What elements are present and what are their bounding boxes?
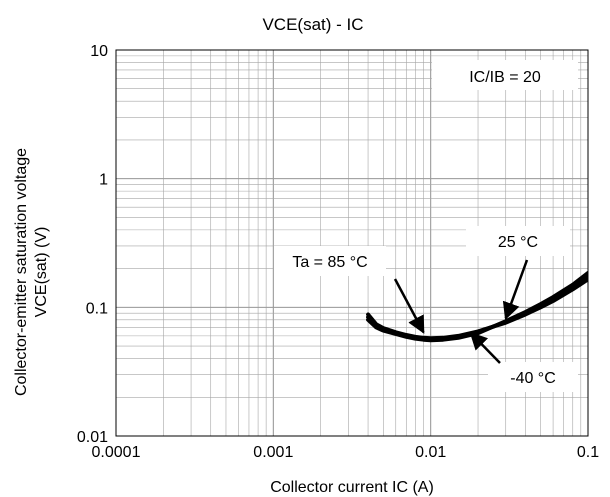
y-tick-label: 10 xyxy=(90,43,108,60)
annotation-arrow xyxy=(469,331,501,364)
chart-title: VCE(sat) - IC xyxy=(262,15,363,34)
y-axis-label: Collector-emitter saturation voltage VCE… xyxy=(13,148,50,396)
y-axis-label-line-1: Collector-emitter saturation voltage xyxy=(13,148,30,396)
x-tick-label: 0.001 xyxy=(253,444,293,461)
y-tick-label: 0.1 xyxy=(86,300,108,317)
y-tick-label: 0.01 xyxy=(77,429,108,446)
x-tick-label: 0.1 xyxy=(577,444,599,461)
x-axis-label: Collector current IC (A) xyxy=(270,479,434,496)
annotation-label: Ta = 85 °C xyxy=(292,254,367,271)
annotation-box xyxy=(466,226,570,256)
annotation-label: 25 °C xyxy=(498,234,538,251)
plot-frame xyxy=(115,49,589,437)
annotation-arrow xyxy=(502,259,529,321)
annotation-box xyxy=(274,246,386,276)
x-tick-label: 0.0001 xyxy=(92,444,141,461)
annotation-label: -40 °C xyxy=(510,370,556,387)
y-axis-label-line-2: VCE(sat) (V) xyxy=(33,227,50,318)
series-line xyxy=(366,271,588,343)
x-tick-label: 0.01 xyxy=(415,444,446,461)
condition-label-box xyxy=(432,60,578,90)
tick-labels: 0.0001 0.001 0.01 0.1 0.01 0.1 1 10 xyxy=(77,43,599,461)
annotations: IC/IB = 20 Ta = 85 °C 25 °C -40 °C xyxy=(274,60,578,392)
y-tick-label: 1 xyxy=(99,172,108,189)
annotation-box xyxy=(488,362,578,392)
series-group xyxy=(366,271,588,343)
annotation-arrow xyxy=(393,278,425,334)
condition-label: IC/IB = 20 xyxy=(469,69,541,86)
